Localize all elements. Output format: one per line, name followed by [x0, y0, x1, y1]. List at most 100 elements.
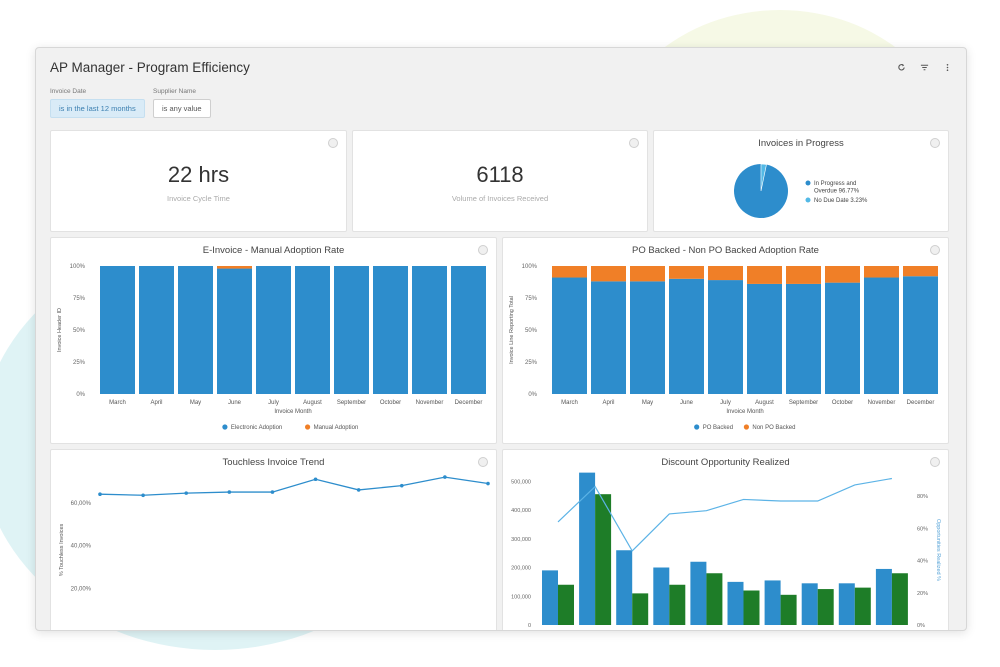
bar-po-backed [708, 280, 743, 394]
bar-series-1 [542, 570, 558, 625]
x-axis-label: Invoice Month [274, 409, 311, 415]
filter-icon[interactable] [920, 63, 929, 72]
bar-po-backed [903, 276, 938, 394]
legend-label: In Progress and Overdue 96.77% [814, 181, 860, 195]
y2-axis-label: Opportunities Realized % [935, 519, 941, 581]
y-tick-label: 50% [525, 328, 538, 334]
bar-series-2 [854, 587, 871, 625]
x-tick-label: December [907, 400, 935, 406]
gear-icon[interactable] [930, 245, 940, 255]
tile-invoices-in-progress: Invoices in Progress In Progress and Over… [653, 130, 949, 232]
kpi-label: Volume of Invoices Received [451, 194, 549, 203]
y-tick-label: 400,000 [511, 508, 531, 514]
x-axis-label: Invoice Month [726, 409, 763, 415]
tile-einvoice-adoption: E-Invoice - Manual Adoption Rate 100% 75%… [50, 237, 497, 444]
y-axis-label: % Touchless Invoices [59, 524, 65, 577]
y-tick-label: 75% [73, 296, 86, 302]
tile-po-backed-adoption: PO Backed - Non PO Backed Adoption Rate … [502, 237, 949, 444]
legend-label: Electronic Adoption [231, 425, 282, 431]
bar-non-po-backed [747, 266, 782, 284]
filter-invoice-date-value[interactable]: is in the last 12 months [50, 99, 145, 118]
y-tick-label: 500,000 [511, 479, 531, 485]
bar-series-1 [616, 550, 633, 625]
bar-electronic-adoption [412, 266, 447, 394]
filter-label: Invoice Date [50, 88, 87, 95]
gear-icon[interactable] [478, 457, 488, 467]
y-tick-label: 40,00% [71, 544, 92, 550]
gear-icon[interactable] [328, 138, 338, 148]
legend-label: Manual Adoption [314, 425, 359, 431]
trend-point [98, 492, 102, 496]
bar-series-2 [780, 594, 797, 625]
legend-label: PO Backed [703, 425, 733, 431]
bar-electronic-adoption [178, 266, 213, 394]
trend-point [141, 493, 145, 498]
gear-icon[interactable] [930, 457, 940, 467]
legend-swatch [805, 180, 811, 186]
bar-series-2 [558, 584, 574, 625]
y-tick-label: 0% [528, 392, 537, 398]
touchless-line-chart: 60,00% 40,00% 20,00% % Touchless Invoices [59, 475, 490, 592]
trend-point [227, 490, 232, 494]
y2-tick-label: 0% [917, 623, 925, 629]
gear-icon[interactable] [930, 138, 940, 148]
bar-non-po-backed [864, 266, 899, 278]
bar-non-po-backed [825, 266, 860, 283]
trend-point [486, 481, 490, 486]
filter-supplier-name-value[interactable]: is any value [153, 99, 211, 118]
x-tick-label: October [380, 400, 401, 406]
kpi-label: Invoice Cycle Time [167, 194, 230, 203]
bar-series-1 [838, 583, 855, 625]
refresh-icon[interactable] [897, 63, 906, 72]
filter-invoice-date: Invoice Date is in the last 12 months [50, 88, 145, 118]
tile-discount-opportunity: Discount Opportunity Realized 500,000 400… [502, 449, 949, 630]
legend-swatch [743, 424, 749, 430]
y-tick-label: 60,00% [71, 501, 92, 507]
chart-title: Touchless Invoice Trend [222, 457, 325, 468]
trend-point [399, 483, 404, 488]
y-tick-label: 0% [76, 392, 85, 398]
bar-series-1 [653, 567, 670, 625]
po-backed-bar-chart: 100% 75% 50% 25% 0% March April May June July Augu… [509, 264, 938, 431]
bar-non-po-backed [903, 266, 938, 277]
x-tick-label: June [228, 400, 242, 406]
bar-non-po-backed [591, 266, 626, 282]
bar-series-1 [690, 561, 707, 625]
kpi-tile-cycle-time: 22 hrs Invoice Cycle Time [50, 130, 347, 232]
bar-po-backed [747, 283, 782, 394]
x-tick-label: September [337, 400, 366, 406]
gear-icon[interactable] [629, 138, 639, 148]
gear-icon[interactable] [478, 245, 488, 255]
x-tick-label: July [720, 400, 731, 406]
pie-slice-no-due-date [760, 163, 767, 192]
bar-electronic-adoption [100, 266, 135, 394]
chart-title: E-Invoice - Manual Adoption Rate [202, 245, 345, 256]
x-tick-label: May [642, 400, 653, 406]
bar-po-backed [786, 283, 821, 394]
more-options-icon[interactable] [943, 63, 952, 72]
bar-series-1 [764, 580, 781, 625]
filter-supplier-name: Supplier Name is any value [153, 88, 211, 118]
bar-non-po-backed [786, 266, 821, 284]
x-tick-label: March [561, 400, 578, 406]
trend-point [270, 490, 275, 494]
y-tick-label: 20,00% [71, 586, 92, 592]
bar-series-2 [669, 584, 686, 625]
dashboard-window: AP Manager - Program Efficiency Invoice … [35, 47, 967, 631]
bar-non-po-backed [669, 266, 704, 279]
y-tick-label: 0 [528, 623, 531, 629]
bar-electronic-adoption [373, 266, 408, 394]
bar-po-backed [552, 277, 587, 394]
bar-electronic-adoption [139, 266, 174, 394]
legend-swatch [805, 197, 811, 203]
window-actions [897, 63, 952, 72]
y-tick-label: 300,000 [511, 537, 531, 543]
y-tick-label: 100% [522, 264, 538, 270]
y-tick-label: 25% [73, 360, 86, 366]
bar-electronic-adoption [217, 268, 252, 394]
chart-title: Discount Opportunity Realized [661, 457, 790, 468]
y-tick-label: 25% [525, 360, 538, 366]
x-tick-label: November [416, 400, 444, 406]
bar-series-2 [891, 573, 908, 625]
chart-title: PO Backed - Non PO Backed Adoption Rate [632, 245, 819, 256]
